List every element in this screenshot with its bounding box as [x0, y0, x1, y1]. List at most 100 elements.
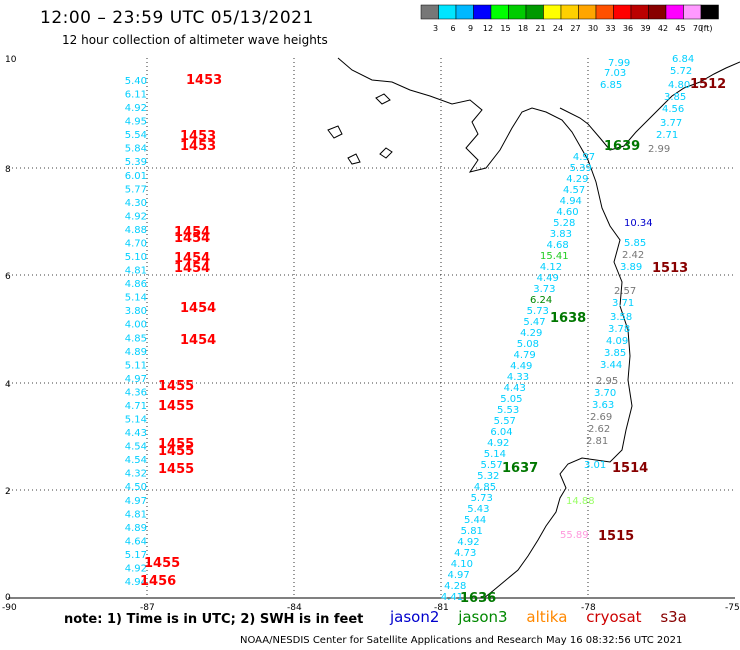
swh-value: 3.89 — [620, 262, 642, 273]
y-tick: 4 — [5, 380, 11, 390]
swh-value: 4.43 — [125, 428, 147, 439]
y-tick: 6 — [5, 272, 11, 282]
swh-value: 4.88 — [125, 225, 147, 236]
swh-value: 3.01 — [584, 460, 606, 471]
swh-value: 3.63 — [592, 400, 614, 411]
colorbar-label: 30 — [588, 24, 598, 33]
swh-value: 7.03 — [604, 68, 626, 79]
swh-value: 5.72 — [670, 66, 692, 77]
swh-value: 5.81 — [461, 526, 483, 537]
swh-value: 4.73 — [454, 548, 476, 559]
colorbar-swatch — [648, 4, 667, 20]
swh-value: 4.94 — [560, 196, 582, 207]
swh-value: 5.39 — [125, 157, 147, 168]
colorbar-label: 9 — [468, 24, 473, 33]
swh-value: 4.68 — [546, 240, 568, 251]
swh-value: 4.00 — [125, 320, 147, 331]
swh-value: 4.79 — [513, 350, 535, 361]
swh-value: 5.11 — [125, 360, 147, 371]
swh-value: 5.44 — [464, 515, 486, 526]
swh-value: 15.41 — [540, 251, 569, 262]
swh-value: 3.77 — [660, 118, 682, 129]
swh-value: 3.58 — [610, 312, 632, 323]
coastline — [327, 57, 740, 599]
swh-value: 3.73 — [533, 284, 555, 295]
colorbar-swatch — [700, 4, 719, 20]
swh-value: 4.43 — [504, 383, 526, 394]
legend-jason3: jason3 — [458, 608, 508, 626]
time-label: 1514 — [612, 461, 648, 476]
swh-value: 55.89 — [560, 530, 589, 541]
swh-value: 5.08 — [517, 339, 539, 350]
swh-value: 5.73 — [471, 493, 493, 504]
time-label: 1453 — [180, 129, 216, 144]
swh-value: 5.10 — [125, 252, 147, 263]
swh-value: 2.81 — [586, 436, 608, 447]
swh-value: 10.34 — [624, 218, 653, 229]
swh-value: 4.71 — [125, 401, 147, 412]
swh-value: 3.70 — [594, 388, 616, 399]
colorbar-swatch — [630, 4, 649, 20]
swh-value: 4.70 — [125, 238, 147, 249]
swh-value: 2.42 — [622, 250, 644, 261]
time-label: 1515 — [598, 529, 634, 544]
colorbar-label: 24 — [553, 24, 563, 33]
swh-value: 5.57 — [494, 416, 516, 427]
colorbar-label: 18 — [518, 24, 528, 33]
swh-value: 2.71 — [656, 130, 678, 141]
swh-value: 5.40 — [125, 76, 147, 87]
swh-value: 4.33 — [507, 372, 529, 383]
swh-value: 4.95 — [125, 117, 147, 128]
swh-value: 3.71 — [612, 298, 634, 309]
swh-value: 2.57 — [614, 286, 636, 297]
swh-value: 2.62 — [588, 424, 610, 435]
x-tick: -81 — [434, 603, 449, 613]
colorbar-label: 27 — [570, 24, 580, 33]
time-label: 1639 — [604, 139, 640, 154]
swh-value: 5.05 — [500, 394, 522, 405]
x-axis-ticks: -90 -87 -84 -81 -78 -75 — [2, 603, 740, 613]
swh-value: 2.69 — [590, 412, 612, 423]
swh-value: 4.92 — [125, 103, 147, 114]
swh-value: 3.83 — [550, 229, 572, 240]
swh-value: 4.30 — [125, 198, 147, 209]
swh-value: 4.89 — [125, 523, 147, 534]
swh-value: 5.47 — [523, 317, 545, 328]
swh-value: 4.57 — [563, 185, 585, 196]
swh-value: 7.99 — [608, 58, 630, 69]
swh-value: 5.53 — [497, 405, 519, 416]
colorbar-unit: (ft) — [701, 24, 713, 33]
swh-value: 5.39 — [570, 163, 592, 174]
time-label: 1455 — [158, 437, 194, 452]
swh-value: 3.78 — [608, 324, 630, 335]
time-label: 1454 — [174, 251, 210, 266]
swh-value: 4.54 — [125, 442, 147, 453]
swh-value: 6.84 — [672, 54, 694, 65]
time-label: 1455 — [158, 444, 194, 459]
legend-cryosat: cryosat — [586, 608, 642, 626]
swh-value: 3.80 — [125, 306, 147, 317]
x-tick: -78 — [581, 603, 596, 613]
swh-value: 3.85 — [604, 348, 626, 359]
swh-value: 4.97 — [573, 152, 595, 163]
colorbar: 3 6 9 12 15 18 21 24 27 30 33 36 39 42 45 70(ft) — [420, 4, 719, 33]
colorbar-swatch — [525, 4, 544, 20]
time-label: 1513 — [652, 261, 688, 276]
time-label: 1638 — [550, 311, 586, 326]
swh-value: 4.50 — [125, 482, 147, 493]
colorbar-swatch — [420, 4, 439, 20]
track-west: 5.40 6.11 4.92 4.95 5.54 5.84 5.39 6.01 5.77 4.30… — [125, 73, 222, 589]
swh-value: 4.92 — [125, 563, 147, 574]
y-tick: 10 — [5, 55, 17, 65]
swh-value: 4.28 — [444, 581, 466, 592]
colorbar-swatch — [490, 4, 509, 20]
swh-value: 4.41 — [441, 592, 463, 603]
colorbar-swatch — [543, 4, 562, 20]
swh-value: 3.85 — [664, 92, 686, 103]
page-title: 12:00 – 23:59 UTC 05/13/2021 — [40, 8, 314, 28]
colorbar-swatch — [455, 4, 474, 20]
swh-value: 5.85 — [624, 238, 646, 249]
colorbar-swatch — [683, 4, 702, 20]
time-label: 1454 — [174, 261, 210, 276]
footer-note: note: 1) Time is in UTC; 2) SWH is in fe… — [64, 612, 364, 627]
